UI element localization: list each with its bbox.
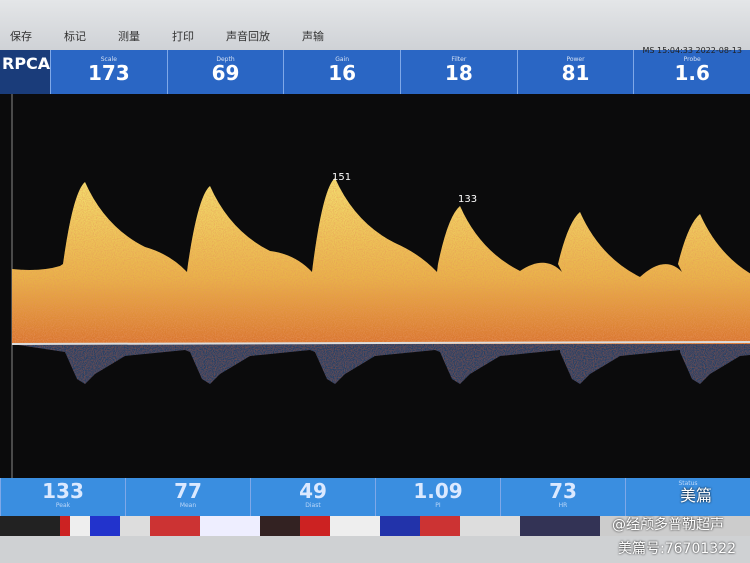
result-label: PI bbox=[435, 502, 441, 509]
timestamp: MS 15:04:33 2022-08-13 bbox=[642, 46, 743, 55]
result-cell: 77 Mean bbox=[125, 478, 250, 516]
menu-item[interactable]: 声输 bbox=[302, 30, 324, 43]
param-value: 173 bbox=[87, 61, 130, 85]
param-value: 1.6 bbox=[674, 61, 710, 85]
result-value: 73 bbox=[549, 479, 577, 503]
baseline bbox=[11, 341, 750, 345]
result-value: 49 bbox=[299, 479, 327, 503]
param-cell: Depth 69 bbox=[166, 50, 284, 94]
spectrum: 151 133 bbox=[0, 94, 750, 478]
result-label: Mean bbox=[179, 502, 197, 509]
result-cell: 1.09 PI bbox=[375, 478, 500, 516]
menu-item[interactable]: 测量 bbox=[118, 30, 140, 43]
waveform bbox=[12, 178, 750, 344]
param-cell: Filter 18 bbox=[400, 50, 517, 94]
menu-item[interactable]: 标记 bbox=[64, 30, 86, 43]
param-label: Depth bbox=[216, 56, 235, 63]
result-value: 133 bbox=[42, 479, 84, 503]
peak-label: 133 bbox=[458, 194, 477, 205]
vessel-label: RPCA bbox=[0, 50, 50, 94]
param-value: 81 bbox=[561, 61, 590, 85]
param-label: Filter bbox=[451, 56, 467, 63]
result-value: 77 bbox=[174, 479, 202, 503]
result-bar: 133 Peak 77 Mean 49 Diast 1.09 PI 73 HR Status bbox=[0, 478, 750, 516]
param-cell: Power 81 bbox=[516, 50, 634, 94]
result-cell: Status bbox=[625, 478, 750, 516]
color-strip bbox=[0, 516, 750, 536]
param-cell: Probe 1.6 bbox=[633, 50, 750, 94]
param-cell: Gain 16 bbox=[283, 50, 400, 94]
param-value: 69 bbox=[211, 61, 240, 85]
result-label: Status bbox=[678, 480, 698, 487]
param-label: Power bbox=[566, 56, 585, 63]
peak-label: 151 bbox=[332, 172, 351, 183]
param-label: Probe bbox=[683, 56, 701, 63]
reverse-flow bbox=[12, 344, 750, 384]
result-value: 1.09 bbox=[413, 479, 463, 503]
result-label: HR bbox=[558, 502, 568, 509]
watermark-brand: 美篇 bbox=[680, 486, 713, 505]
watermark-author: @经颅多普勒超声 bbox=[612, 517, 724, 533]
menu-item[interactable]: 打印 bbox=[172, 30, 194, 43]
param-value: 18 bbox=[444, 61, 473, 85]
result-cell: 49 Diast bbox=[250, 478, 375, 516]
param-label: Scale bbox=[100, 56, 117, 63]
menu-item[interactable]: 声音回放 bbox=[226, 30, 270, 43]
param-value: 16 bbox=[328, 61, 357, 85]
menu-bar: 保存 标记 测量 打印 声音回放 声输 bbox=[0, 0, 750, 50]
result-label: Peak bbox=[55, 502, 71, 509]
footer bbox=[0, 536, 750, 563]
param-cell: Scale 173 bbox=[50, 50, 167, 94]
result-label: Diast bbox=[305, 502, 321, 509]
param-label: Gain bbox=[335, 56, 350, 63]
menu-item[interactable]: 保存 bbox=[10, 30, 32, 43]
result-cell: 133 Peak bbox=[0, 478, 125, 516]
result-cell: 73 HR bbox=[500, 478, 625, 516]
param-bar: RPCA MS 15:04:33 2022-08-13 Scale 173 Dept… bbox=[0, 46, 750, 94]
watermark-id: 美篇号:76701322 bbox=[618, 541, 736, 557]
